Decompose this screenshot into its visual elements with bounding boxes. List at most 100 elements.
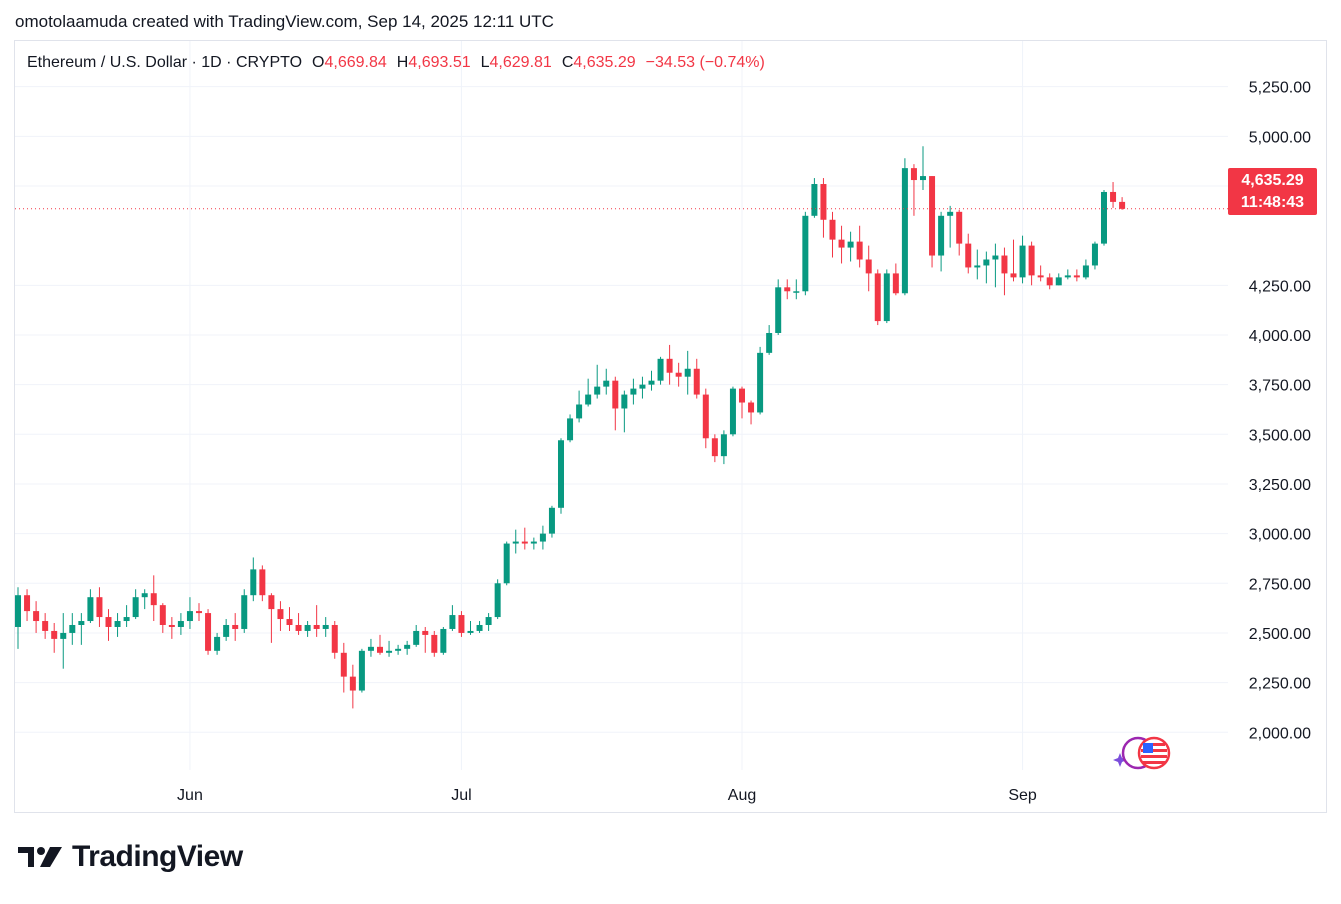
candle-body [856,241,863,260]
economic-events-marker[interactable] [1110,734,1180,779]
candle-body [1119,201,1126,209]
open-label: O [312,54,325,71]
candle [132,589,139,620]
candle-body [992,255,999,260]
candle [829,211,836,258]
candle [123,605,130,627]
candle [666,344,673,385]
candle-body [802,215,809,292]
candle [657,356,664,385]
candle [1001,247,1008,296]
candle-body [141,593,148,598]
candle [838,225,845,264]
symbol-label[interactable]: Ethereum / U.S. Dollar · 1D · CRYPTO [27,54,303,71]
candle [277,601,284,631]
candle [585,378,592,407]
candle [51,623,58,653]
chart-frame [14,40,1327,813]
candle-body [838,239,845,248]
candle-body [983,259,990,266]
candle [1119,197,1126,210]
candle [141,589,148,610]
candle [693,358,700,399]
y-tick-label: 2,000.00 [1249,725,1311,742]
candle [1055,273,1062,286]
candle-body [594,386,601,395]
candle [377,634,383,655]
candle [295,613,302,635]
candle [775,279,782,335]
candle [449,605,456,631]
candle [494,579,501,620]
x-tick-label: Jun [177,787,203,804]
candle [938,211,945,272]
candle-body [793,291,800,293]
candle-body [476,624,483,631]
candle [811,178,818,218]
candle [241,589,248,633]
candle [965,233,972,274]
candle-body [612,380,619,409]
candle-body [1010,273,1017,278]
events-icon[interactable] [1110,734,1180,774]
candle [929,176,936,268]
candle [33,601,40,633]
candle-body [340,652,347,677]
candle [1073,269,1080,282]
candle [1101,189,1107,246]
y-tick-label: 3,000.00 [1249,527,1311,544]
candle [865,245,872,292]
candle-body [901,168,908,294]
candle [232,613,239,641]
candle-body [150,593,157,606]
attribution-text: omotolaamuda created with TradingView.co… [15,12,554,31]
candle [159,603,166,633]
candle-body [196,611,202,614]
candle [186,597,193,629]
y-tick-label: 4,250.00 [1249,278,1311,295]
candle [322,617,329,637]
candle-body [1037,275,1044,278]
candles [15,146,1126,709]
candle [892,263,899,296]
candle-body [920,176,926,181]
candle-body [24,595,31,612]
candle-body [929,176,936,256]
grid-lines [15,41,1228,770]
y-tick-label: 5,250.00 [1249,80,1311,97]
candle [485,613,492,631]
x-tick-label: Sep [1008,787,1037,804]
candle-body [1110,191,1117,202]
candle-body [268,595,275,610]
candle [983,251,990,284]
candle [96,587,103,627]
candle-body [711,438,718,457]
y-tick-label: 3,500.00 [1249,427,1311,444]
candle [1082,259,1089,280]
open-value: 4,669.84 [324,54,387,71]
candle-body [33,611,40,622]
candle-body [1055,277,1062,286]
candle-body [648,380,655,385]
last-price-tag: 4,635.29 11:48:43 [1228,168,1317,215]
candle [820,178,827,238]
y-tick-label: 3,750.00 [1249,378,1311,395]
candle-body [395,648,402,651]
candle-body [729,388,736,435]
candle [1091,241,1098,270]
candle [874,269,881,326]
candle-body [449,615,456,629]
candle-body [956,211,963,244]
candle-body [739,388,745,403]
candle-body [512,541,519,544]
candle-body [105,617,112,627]
high-value: 4,693.51 [408,54,471,71]
candle [856,225,863,268]
tradingview-logo[interactable]: TradingView [18,840,243,874]
candle-body [874,273,881,322]
candle-body [51,630,58,639]
candle [440,626,447,655]
candle [177,613,184,635]
candle [196,603,202,622]
